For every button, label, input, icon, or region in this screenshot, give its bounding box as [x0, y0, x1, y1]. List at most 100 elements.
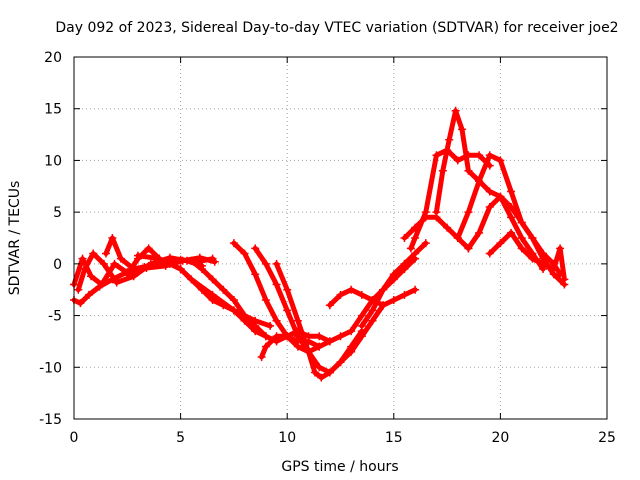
y-axis-label: SDTVAR / TECUs: [7, 181, 23, 296]
data-point-marker: [261, 296, 270, 305]
data-point-marker: [272, 316, 281, 325]
data-point-marker: [453, 234, 462, 242]
data-point-marker: [517, 234, 526, 242]
data-point-marker: [101, 249, 110, 258]
data-point-marker: [112, 278, 121, 287]
data-point-marker: [432, 151, 441, 160]
data-point-marker: [347, 285, 356, 294]
data-point-marker: [195, 253, 204, 262]
data-point-marker: [251, 244, 260, 253]
data-point-marker: [293, 342, 302, 351]
axis-layer: 0 5 10 15 20 25 -15 -10 -5 0 5 10 15 20: [39, 50, 616, 446]
data-point-marker: [261, 332, 270, 341]
data-point-marker: [475, 151, 484, 160]
data-point-marker: [240, 249, 249, 258]
chart-title: Day 092 of 2023, Sidereal Day-to-day VTE…: [55, 20, 618, 36]
data-point-marker: [261, 259, 270, 268]
data-point-marker: [485, 202, 494, 211]
data-point-marker: [78, 254, 87, 263]
data-point-marker: [219, 285, 228, 294]
data-point-marker: [539, 249, 548, 258]
data-point-marker: [210, 257, 219, 266]
x-tick-label: 10: [278, 430, 296, 446]
data-point-marker: [325, 301, 334, 310]
data-point-marker: [485, 151, 494, 160]
data-point-marker: [379, 285, 388, 294]
data-point-marker: [99, 259, 108, 268]
y-tick-label: 0: [53, 257, 62, 273]
data-point-marker: [74, 285, 83, 294]
data-point-marker: [496, 239, 505, 248]
data-point-marker: [89, 249, 98, 258]
data-point-marker: [485, 187, 494, 196]
data-point-marker: [336, 290, 345, 299]
y-tick-label: 5: [53, 205, 62, 221]
data-point-marker: [336, 358, 345, 367]
y-tick-label: 20: [44, 50, 62, 66]
data-point-marker: [458, 125, 467, 134]
series-track-19: [465, 194, 563, 277]
data-point-marker: [310, 368, 319, 377]
data-point-marker: [507, 213, 516, 222]
data-point-marker: [347, 347, 356, 356]
series-track-6: [135, 253, 269, 339]
y-tick-label: -10: [39, 360, 62, 376]
data-point-marker: [453, 156, 462, 165]
data-point-marker: [108, 234, 117, 242]
data-point-marker: [266, 321, 275, 330]
data-point-marker: [272, 259, 281, 268]
data-point-marker: [347, 327, 356, 336]
data-point-marker: [507, 228, 516, 237]
data-point-marker: [517, 244, 526, 253]
data-point-marker: [357, 321, 366, 330]
data-point-marker: [496, 192, 505, 201]
x-tick-label: 0: [70, 430, 79, 446]
data-point-marker: [400, 234, 409, 242]
data-point-marker: [556, 244, 565, 253]
data-point-marker: [176, 265, 185, 274]
x-tick-label: 25: [598, 430, 616, 446]
data-point-marker: [84, 290, 93, 299]
data-point-marker: [445, 135, 454, 144]
data-point-marker: [123, 270, 132, 279]
data-point-marker: [475, 177, 484, 186]
data-point-marker: [87, 272, 96, 281]
data-point-marker: [549, 265, 558, 274]
data-point-marker: [389, 296, 398, 305]
data-point-marker: [528, 254, 537, 263]
data-point-marker: [464, 208, 473, 217]
data-point-marker: [315, 332, 324, 341]
data-point-marker: [315, 363, 324, 372]
data-point-marker: [208, 296, 217, 305]
data-point-marker: [97, 280, 106, 289]
plot-frame: [73, 56, 608, 420]
data-point-marker: [110, 259, 119, 268]
data-point-marker: [421, 239, 430, 248]
data-point-marker: [76, 299, 85, 308]
data-point-marker: [411, 249, 420, 258]
data-point-marker: [293, 327, 302, 336]
data-point-marker: [496, 156, 505, 165]
data-point-marker: [438, 166, 447, 175]
data-point-marker: [475, 228, 484, 237]
data-point-marker: [464, 244, 473, 253]
data-point-marker: [187, 256, 196, 265]
data-point-marker: [229, 306, 238, 315]
data-point-marker: [283, 306, 292, 315]
data-point-marker: [336, 332, 345, 341]
data-point-marker: [176, 256, 185, 265]
data-point-marker: [197, 285, 206, 294]
data-point-marker: [144, 261, 153, 270]
data-point-marker: [451, 106, 460, 115]
data-point-marker: [357, 332, 366, 341]
x-axis-label: GPS time / hours: [281, 459, 398, 475]
x-tick-label: 5: [176, 430, 185, 446]
data-point-marker: [325, 337, 334, 346]
y-tick-label: 10: [44, 153, 62, 169]
data-point-marker: [251, 270, 260, 279]
data-point-marker: [315, 342, 324, 351]
data-point-marker: [325, 368, 334, 377]
data-point-marker: [240, 311, 249, 320]
series-layer: [70, 106, 569, 382]
y-tick-label: 15: [44, 102, 62, 118]
